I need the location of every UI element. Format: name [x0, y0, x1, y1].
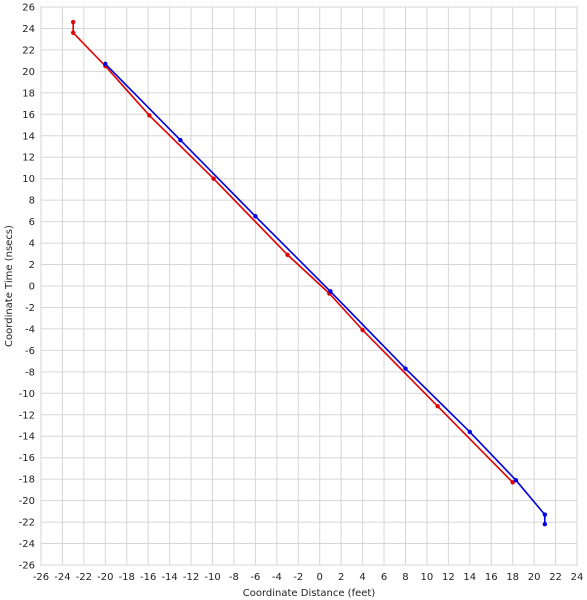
x-tick-label: 2: [338, 572, 344, 583]
y-tick-label: -6: [25, 346, 35, 357]
x-tick-label: 4: [359, 572, 365, 583]
x-tick-label: -4: [272, 572, 282, 583]
data-point: [103, 61, 108, 67]
x-tick-label: -20: [97, 572, 113, 583]
y-tick-label: -24: [19, 539, 35, 550]
data-point: [147, 113, 152, 118]
y-tick-label: 8: [29, 196, 35, 207]
grid-lines: [40, 6, 578, 566]
data-point: [403, 366, 408, 371]
x-tick-label: 6: [381, 572, 387, 583]
y-tick-label: -16: [19, 453, 35, 464]
y-tick-label: 2: [29, 260, 35, 271]
x-tick-label: 18: [506, 572, 519, 583]
series-layer: [70, 19, 548, 527]
series-2: [103, 61, 548, 527]
data-point: [253, 214, 258, 219]
y-tick-label: -12: [19, 410, 35, 421]
y-tick-label: 6: [29, 217, 35, 228]
x-tick-label: 0: [317, 572, 323, 583]
y-tick-label: -20: [19, 496, 35, 507]
x-tick-label: -8: [229, 572, 239, 583]
data-point: [542, 522, 548, 527]
x-tick-label: 22: [549, 572, 562, 583]
y-tick-labels: -26-24-22-20-18-16-14-12-10-8-6-4-202468…: [19, 3, 35, 572]
data-point: [360, 327, 365, 333]
x-tick-label: 20: [528, 572, 541, 583]
data-point: [510, 480, 515, 485]
y-tick-label: -26: [19, 561, 35, 572]
y-tick-label: 26: [22, 3, 35, 14]
x-tick-label: 16: [485, 572, 498, 583]
data-point: [328, 289, 333, 294]
x-axis-label: Coordinate Distance (feet): [243, 588, 376, 599]
x-tick-label: -22: [76, 572, 92, 583]
x-tick-labels: -26 -24 -22 -20 -18 -16 -14 -12 -10 -8 -6 -4 -2 0 2 4 6 8…: [33, 572, 584, 583]
y-tick-label: -10: [19, 389, 35, 400]
y-tick-label: 4: [29, 239, 35, 250]
series-1: [70, 19, 515, 485]
x-tick-label: 10: [421, 572, 434, 583]
y-tick-label: -8: [25, 367, 35, 378]
data-point: [542, 512, 548, 517]
data-point: [513, 478, 519, 483]
x-tick-label: -2: [293, 572, 303, 583]
x-tick-label: -24: [54, 572, 70, 583]
y-tick-label: -14: [19, 432, 35, 443]
x-tick-label: 24: [571, 572, 584, 583]
y-tick-label: 18: [22, 88, 35, 99]
data-point: [211, 176, 216, 181]
x-tick-label: 14: [463, 572, 476, 583]
y-tick-label: 16: [22, 110, 35, 121]
y-tick-label: 22: [22, 45, 35, 56]
y-tick-label: -22: [19, 518, 35, 529]
x-tick-label: 12: [442, 572, 455, 583]
y-tick-label: 14: [22, 131, 35, 142]
data-point: [285, 252, 290, 258]
data-point: [435, 403, 440, 409]
data-point: [70, 30, 76, 35]
x-tick-label: -16: [140, 572, 156, 583]
x-tick-label: -12: [183, 572, 199, 583]
y-tick-label: -18: [19, 475, 35, 486]
x-tick-label: 8: [402, 572, 408, 583]
y-tick-label: 20: [22, 67, 35, 78]
x-tick-label: -26: [33, 572, 49, 583]
x-tick-label: -6: [250, 572, 260, 583]
y-axis-label: Coordinate Time (nsecs): [4, 225, 15, 347]
y-tick-label: 24: [22, 24, 35, 35]
x-tick-label: -14: [161, 572, 177, 583]
y-tick-label: 10: [22, 174, 35, 185]
y-tick-label: 0: [29, 282, 35, 293]
data-point: [467, 429, 472, 435]
x-tick-label: -18: [119, 572, 135, 583]
x-tick-label: -10: [204, 572, 220, 583]
y-tick-label: 12: [22, 153, 35, 164]
data-point: [70, 19, 76, 25]
series-line: [72, 22, 514, 483]
y-tick-label: -2: [25, 303, 35, 314]
data-point: [178, 137, 183, 143]
y-tick-label: -4: [25, 324, 35, 335]
